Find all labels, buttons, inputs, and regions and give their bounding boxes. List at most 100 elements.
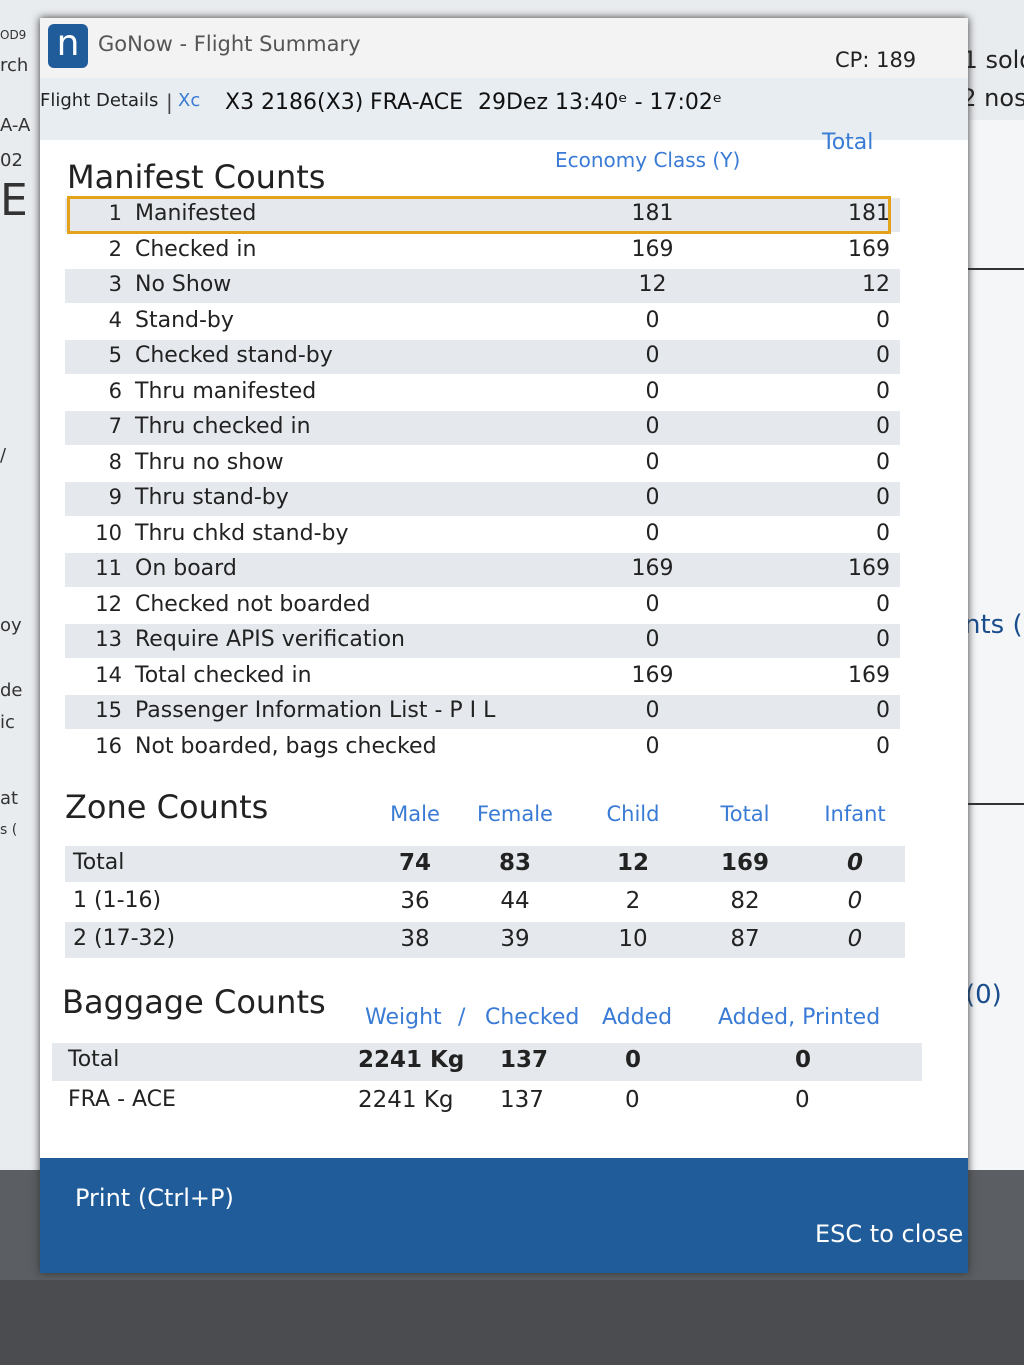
column-header: / — [458, 1005, 466, 1030]
header-separator: | — [166, 90, 173, 114]
bg-text: oy — [0, 615, 22, 636]
economy-count: 0 — [645, 378, 660, 404]
zone-count: 87 — [730, 926, 760, 952]
column-header: Added, Printed — [718, 1005, 881, 1030]
row-number: 8 — [108, 449, 122, 474]
header-route: FRA-ACE — [370, 90, 463, 115]
row-label: Require APIS verification — [135, 627, 405, 652]
row-number: 5 — [108, 343, 122, 367]
zone-count: 2 — [625, 888, 641, 914]
row-stripe — [52, 1043, 922, 1081]
row-label: Not boarded, bags checked — [135, 733, 437, 759]
baggage-value: 0 — [795, 1047, 812, 1073]
monitor-bezel — [0, 1280, 1024, 1365]
baggage-value: 2241 Kg — [358, 1047, 465, 1073]
baggage-value: 0 — [625, 1087, 640, 1113]
row-number: 15 — [95, 698, 122, 722]
total-count: 0 — [876, 449, 890, 475]
economy-count: 169 — [631, 556, 674, 581]
column-header: Total — [822, 130, 874, 155]
total-count: 12 — [862, 272, 890, 297]
row-label: Passenger Information List - P I L — [135, 698, 496, 723]
print-button[interactable]: Print (Ctrl+P) — [75, 1184, 234, 1212]
zone-count: 82 — [730, 888, 760, 914]
zone-count: 39 — [500, 926, 530, 952]
row-label: No Show — [135, 272, 232, 297]
row-stripe — [65, 553, 900, 587]
dialog: n GoNow - Flight Summary Flight Details | Xc… — [40, 18, 968, 1273]
row-number: 10 — [95, 520, 122, 545]
bg-text: rch — [0, 55, 29, 76]
row-stripe — [65, 846, 905, 882]
row-label: FRA - ACE — [68, 1087, 176, 1112]
total-count: 169 — [848, 556, 890, 581]
close-hint[interactable]: ESC to close — [815, 1220, 964, 1248]
total-count: 0 — [876, 307, 890, 333]
zone-count: 0 — [846, 850, 863, 876]
economy-count: 0 — [645, 627, 660, 652]
column-header: Economy Class (Y) — [555, 148, 741, 172]
total-count: 0 — [876, 414, 890, 439]
baggage-value: 137 — [500, 1087, 544, 1113]
row-label: Total checked in — [135, 662, 312, 688]
row-label: Thru chkd stand-by — [135, 520, 349, 546]
row-stripe — [65, 695, 900, 729]
total-count: 0 — [876, 378, 890, 404]
row-highlight — [67, 196, 891, 234]
total-count: 181 — [848, 201, 890, 226]
row-number: 6 — [108, 378, 122, 403]
bg-text: 02 — [0, 150, 23, 171]
window-title: GoNow - Flight Summary — [98, 32, 361, 56]
column-header: Male — [390, 802, 440, 826]
row-label: Checked in — [135, 236, 257, 262]
bg-text: / — [0, 445, 7, 466]
row-number: 13 — [95, 627, 122, 651]
economy-count: 169 — [631, 662, 674, 688]
column-header: Weight — [365, 1005, 442, 1030]
zone-count: 169 — [720, 850, 769, 876]
baggage-value: 2241 Kg — [358, 1087, 454, 1113]
header-airline-code: Xc — [178, 90, 201, 111]
row-label: Total — [73, 850, 125, 875]
economy-count: 0 — [645, 591, 660, 617]
total-count: 0 — [876, 698, 890, 723]
row-number: 11 — [95, 556, 122, 580]
row-stripe — [65, 482, 900, 516]
bg-text: ic — [0, 712, 15, 733]
logo: n — [48, 24, 88, 68]
section-title: Baggage Counts — [62, 983, 326, 1021]
baggage-value: 0 — [625, 1047, 642, 1073]
bg-text: (0) — [965, 980, 1002, 1010]
zone-count: 38 — [400, 926, 430, 952]
title-bar — [40, 18, 968, 78]
row-stripe — [65, 624, 900, 658]
total-count: 0 — [876, 343, 890, 368]
bg-text: de — [0, 680, 23, 701]
total-count: 0 — [876, 485, 890, 510]
zone-count: 12 — [616, 850, 649, 876]
header-flight: X3 2186(X3) — [225, 90, 364, 115]
row-stripe — [65, 922, 905, 958]
economy-count: 12 — [638, 272, 667, 297]
economy-count: 0 — [645, 733, 660, 759]
header-section: Flight Details — [40, 90, 159, 111]
row-stripe — [65, 269, 900, 303]
column-header: Infant — [824, 802, 886, 826]
baggage-value: 137 — [500, 1047, 549, 1073]
row-number: 12 — [95, 591, 122, 616]
section-title: Manifest Counts — [67, 158, 326, 196]
header-date: 29Dez — [478, 90, 549, 115]
row-label: Manifested — [135, 201, 257, 226]
row-label: Thru stand-by — [135, 485, 289, 510]
bg-line — [940, 268, 1024, 270]
header-bar — [40, 78, 968, 140]
header-time: 13:40ᵉ - 17:02ᵉ — [555, 90, 723, 115]
bg-text: s ( — [0, 822, 18, 838]
row-label: Checked stand-by — [135, 343, 333, 368]
economy-count: 0 — [645, 485, 660, 510]
row-stripe — [65, 340, 900, 374]
column-header: Child — [606, 802, 660, 826]
row-number: 14 — [95, 662, 122, 687]
row-label: 2 (17-32) — [73, 926, 176, 951]
